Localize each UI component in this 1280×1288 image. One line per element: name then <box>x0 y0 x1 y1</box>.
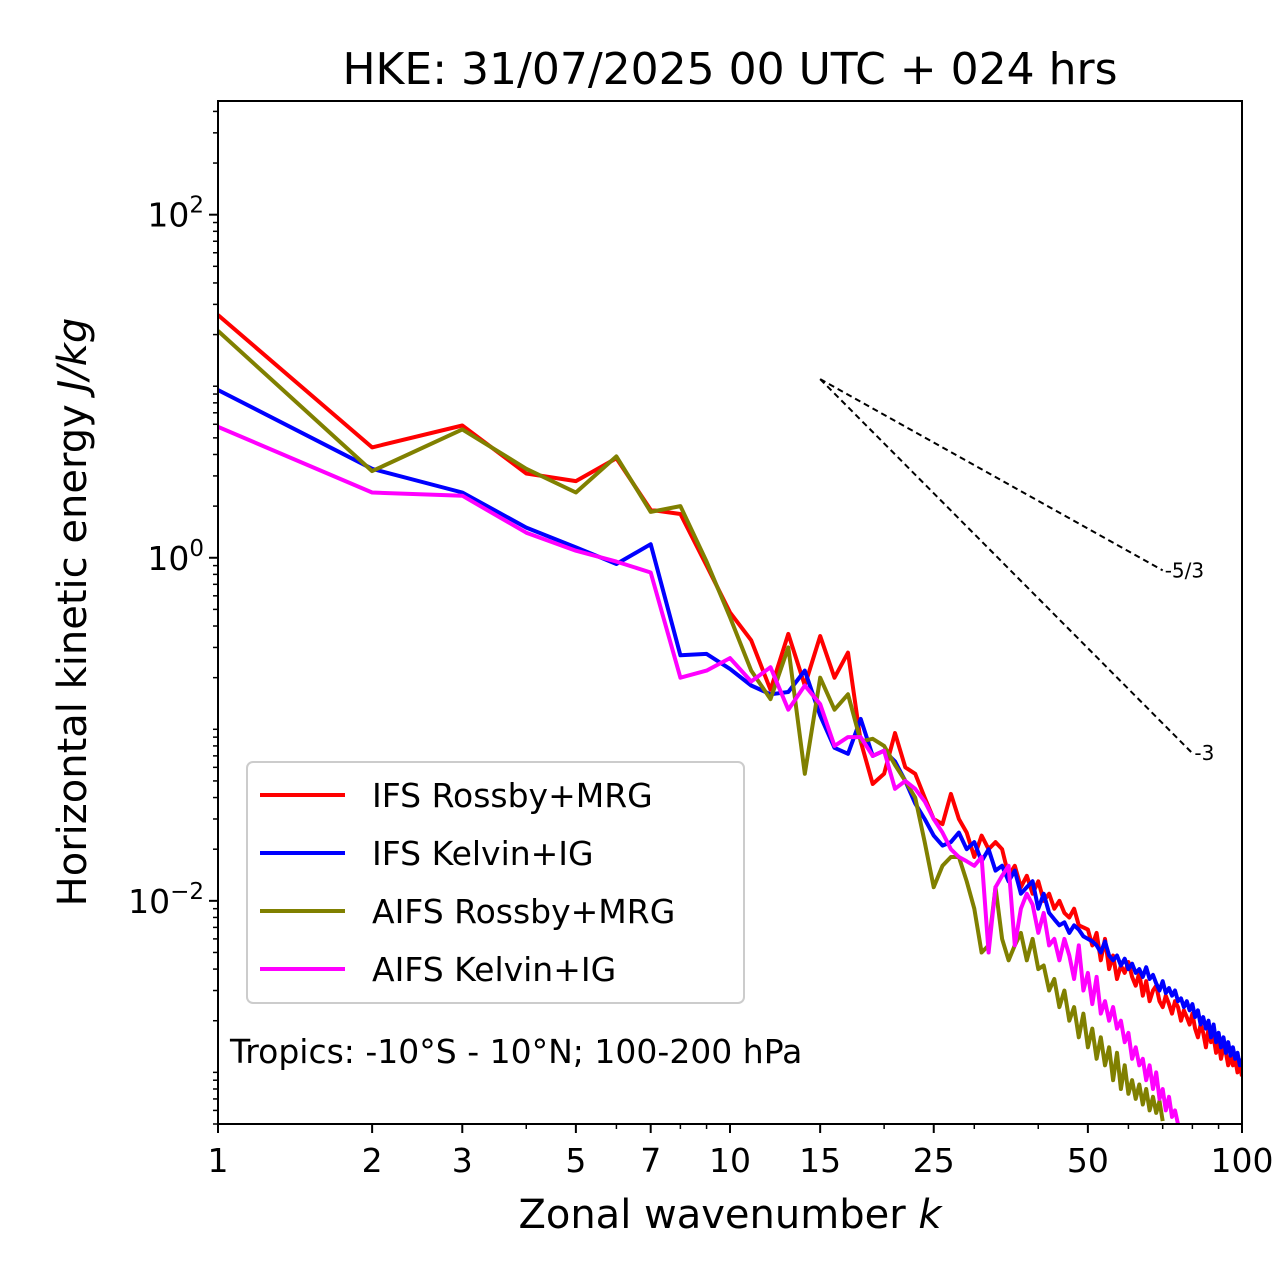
reference-line-slope-3 <box>819 378 1194 754</box>
y-axis-label: Horizontal kinetic energy J/kg <box>50 318 96 907</box>
y-axis: 102 100 10−2 <box>128 110 218 1125</box>
x-axis-label-text: Zonal wavenumber <box>518 1192 918 1238</box>
x-tick-label: 10 <box>709 1141 751 1180</box>
region-annotation: Tropics: -10°S - 10°N; 100-200 hPa <box>229 1032 802 1071</box>
x-tick-label: 3 <box>452 1141 473 1180</box>
series-layer <box>218 313 1242 1124</box>
x-axis-label-var: k <box>918 1192 943 1238</box>
x-tick-label: 25 <box>913 1141 955 1180</box>
legend-label-ifs-rossby-mrg: IFS Rossby+MRG <box>372 776 653 815</box>
legend-box <box>246 761 745 1004</box>
y-tick-label: 100 <box>147 536 204 578</box>
chart-title: HKE: 31/07/2025 00 UTC + 024 hrs <box>342 44 1117 95</box>
legend-label-aifs-kelvin-ig: AIFS Kelvin+IG <box>372 950 616 989</box>
x-tick-label: 5 <box>565 1141 586 1180</box>
reference-line-slope-5-3 <box>819 378 1164 572</box>
plot-area: -5/3 -3 <box>218 313 1242 1124</box>
reference-label-slope-5-3: -5/3 <box>1165 558 1204 582</box>
legend-label-aifs-rossby-mrg: AIFS Rossby+MRG <box>372 892 675 931</box>
y-axis-label-unit: J/kg <box>50 318 96 399</box>
series-line-aifs-kelvin-ig <box>218 424 1180 1124</box>
x-tick-label: 15 <box>799 1141 841 1180</box>
y-tick-label: 102 <box>147 193 204 235</box>
x-axis-label: Zonal wavenumber k <box>518 1192 943 1238</box>
reference-slopes: -5/3 -3 <box>819 378 1214 765</box>
y-axis-label-text: Horizontal kinetic energy <box>50 392 96 907</box>
x-axis: 1 2 3 5 7 10 15 25 50 100 <box>208 1124 1274 1180</box>
reference-label-slope-3: -3 <box>1194 741 1214 765</box>
x-tick-label: 1 <box>208 1141 229 1180</box>
series-line-aifs-rossby-mrg <box>218 329 1165 1122</box>
x-tick-label: 100 <box>1211 1141 1274 1180</box>
x-tick-label: 2 <box>362 1141 383 1180</box>
x-tick-label: 7 <box>640 1141 661 1180</box>
y-tick-label: 10−2 <box>128 879 204 921</box>
x-tick-label: 50 <box>1067 1141 1109 1180</box>
series-line-ifs-rossby-mrg <box>218 313 1242 1077</box>
legend-items: IFS Rossby+MRG IFS Kelvin+IG AIFS Rossby+M… <box>260 776 675 989</box>
legend-label-ifs-kelvin-ig: IFS Kelvin+IG <box>372 834 594 873</box>
legend: IFS Rossby+MRG IFS Kelvin+IG AIFS Rossby+M… <box>246 761 745 1004</box>
